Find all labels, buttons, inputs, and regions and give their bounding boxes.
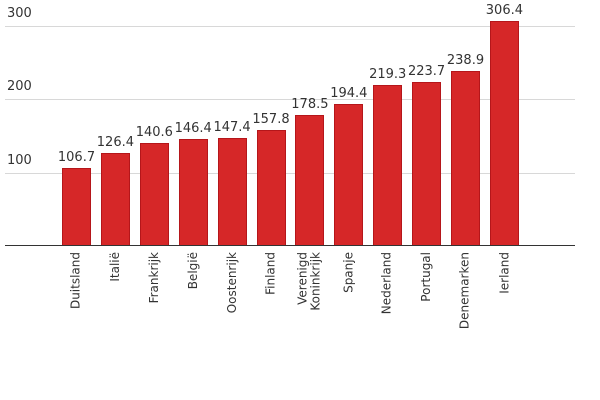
bar[interactable] <box>100 153 130 245</box>
bar-value-label: 146.4 <box>174 120 212 136</box>
bar[interactable] <box>139 142 169 245</box>
x-category-label: Verenigd Koninkrijk <box>295 252 323 311</box>
bar[interactable] <box>178 138 208 245</box>
bar-value-label: 126.4 <box>96 135 134 151</box>
bar[interactable] <box>373 85 403 245</box>
bar-value-label: 238.9 <box>446 52 485 68</box>
x-category-label: Italië <box>107 252 122 282</box>
y-tick-label: 300 <box>7 6 32 21</box>
y-tick-label: 200 <box>7 79 32 94</box>
x-category-label: Ierland <box>496 252 511 294</box>
x-category-label: Spanje <box>341 252 356 293</box>
bar-value-label: 223.7 <box>407 64 446 79</box>
x-category-label: Portugal <box>419 252 434 302</box>
x-category-label: Duitsland <box>69 252 83 310</box>
bar-value-label: 140.6 <box>135 124 173 140</box>
bar[interactable] <box>256 130 286 245</box>
bar[interactable] <box>451 70 480 245</box>
x-category-label: België <box>185 252 200 290</box>
x-category-label: Frankrijk <box>146 252 161 304</box>
bar-value-label: 178.5 <box>291 97 329 113</box>
gridline <box>5 99 575 100</box>
x-category-label: Denemarken <box>458 252 472 330</box>
bar[interactable] <box>412 82 442 245</box>
bar[interactable] <box>62 167 91 245</box>
bar[interactable] <box>489 21 519 245</box>
bar-value-label: 219.3 <box>369 67 407 83</box>
gridline <box>5 26 575 27</box>
y-tick-label: 100 <box>7 153 32 168</box>
bar-value-label: 157.8 <box>252 112 290 128</box>
bar[interactable] <box>295 115 325 245</box>
bar-value-label: 147.4 <box>213 120 251 135</box>
x-axis-line <box>5 245 575 246</box>
x-category-label: Oostenrijk <box>224 252 239 314</box>
bar[interactable] <box>334 103 364 245</box>
bar[interactable] <box>217 138 247 245</box>
bar-value-label: 306.4 <box>485 3 523 19</box>
x-category-label: Finland <box>263 252 278 295</box>
bar-value-label: 194.4 <box>330 85 368 101</box>
bar-value-label: 106.7 <box>57 149 96 165</box>
gridline <box>5 173 575 174</box>
x-category-label: Nederland <box>380 252 395 315</box>
